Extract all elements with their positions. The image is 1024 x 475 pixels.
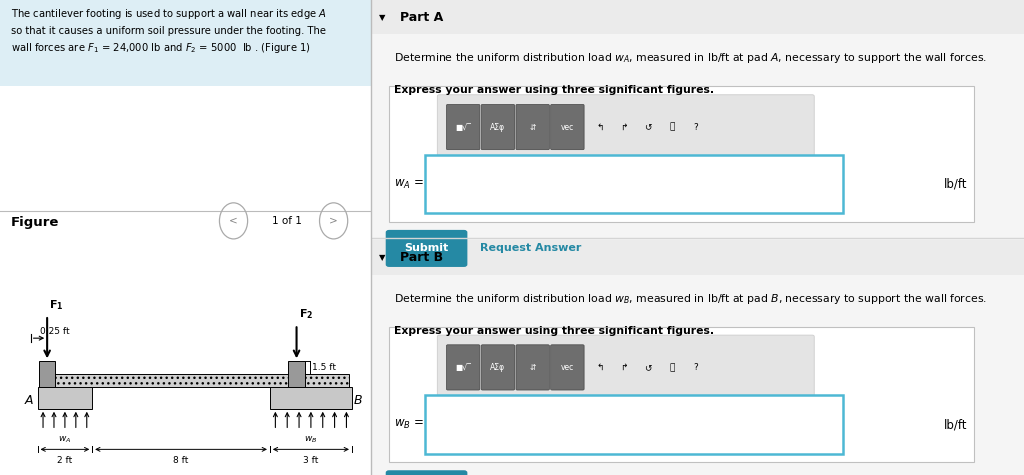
Text: Determine the uniform distribution load $w_B$, measured in lb/ft at pad $B$, nec: Determine the uniform distribution load … [393,292,986,305]
Text: $w_B$ =: $w_B$ = [394,418,424,431]
Text: 0.25 ft: 0.25 ft [40,327,70,336]
Text: Part B: Part B [400,251,443,264]
FancyBboxPatch shape [437,95,814,160]
Bar [288,361,305,387]
FancyBboxPatch shape [437,335,814,400]
Text: vec: vec [561,123,574,132]
Text: ↰: ↰ [597,123,604,132]
FancyBboxPatch shape [481,104,515,150]
Text: ?: ? [693,123,698,132]
Text: ⬛: ⬛ [670,363,675,372]
FancyBboxPatch shape [516,345,549,390]
Text: >: > [330,216,338,226]
Text: lb/ft: lb/ft [944,418,967,431]
Bar [389,327,974,462]
Text: ⇵: ⇵ [529,363,536,372]
Text: ■√‾: ■√‾ [456,123,471,132]
Text: $w_A$ =: $w_A$ = [394,178,424,191]
Text: ↱: ↱ [621,363,628,372]
Text: $B$: $B$ [353,394,364,407]
Text: 3 ft: 3 ft [303,456,318,465]
Bar [371,0,1024,34]
Text: 2 ft: 2 ft [57,456,73,465]
Bar [39,361,55,387]
Bar [425,155,843,213]
Text: <: < [229,216,238,226]
Text: 1.5 ft: 1.5 ft [312,363,336,372]
Bar [270,387,352,409]
Text: Submit: Submit [404,243,449,254]
Text: $w_A$: $w_A$ [58,434,72,445]
Polygon shape [43,374,349,387]
Text: ΑΣφ: ΑΣφ [490,363,506,372]
Text: ↺: ↺ [644,123,652,132]
Text: Express your answer using three significant figures.: Express your answer using three signific… [393,86,714,95]
FancyBboxPatch shape [516,104,549,150]
FancyBboxPatch shape [386,230,467,267]
Text: lb/ft: lb/ft [944,178,967,190]
Text: ↰: ↰ [597,363,604,372]
Bar [0,86,371,475]
FancyBboxPatch shape [551,104,584,150]
FancyBboxPatch shape [446,345,480,390]
Text: ↺: ↺ [644,363,652,372]
Text: Express your answer using three significant figures.: Express your answer using three signific… [393,326,714,336]
FancyBboxPatch shape [386,470,467,475]
Text: ΑΣφ: ΑΣφ [490,123,506,132]
Text: Part A: Part A [400,10,443,24]
Text: ⇵: ⇵ [529,123,536,132]
Text: ⬛: ⬛ [670,123,675,132]
Text: ▼: ▼ [379,13,386,21]
Text: ▼: ▼ [379,253,386,262]
FancyBboxPatch shape [481,345,515,390]
Bar [371,240,1024,275]
Text: The cantilever footing is used to support a wall near its edge $A$
so that it ca: The cantilever footing is used to suppor… [11,7,327,55]
Bar [425,395,843,454]
Text: $\mathbf{F_2}$: $\mathbf{F_2}$ [299,307,313,321]
Text: ?: ? [693,363,698,372]
Text: ■√‾: ■√‾ [456,363,471,372]
Bar [38,387,92,409]
Text: 1 of 1: 1 of 1 [272,216,302,226]
Text: ↱: ↱ [621,123,628,132]
FancyBboxPatch shape [551,345,584,390]
Bar [0,0,371,86]
Text: vec: vec [561,363,574,372]
Bar [389,86,974,222]
Text: $\mathbf{F_1}$: $\mathbf{F_1}$ [48,298,63,312]
Text: $w_B$: $w_B$ [304,434,317,445]
FancyBboxPatch shape [446,104,480,150]
Text: Figure: Figure [11,216,59,229]
Text: $A$: $A$ [25,394,35,407]
Text: 8 ft: 8 ft [173,456,188,465]
Text: Determine the uniform distribution load $w_A$, measured in lb/ft at pad $A$, nec: Determine the uniform distribution load … [393,51,986,65]
Text: Request Answer: Request Answer [480,243,582,254]
